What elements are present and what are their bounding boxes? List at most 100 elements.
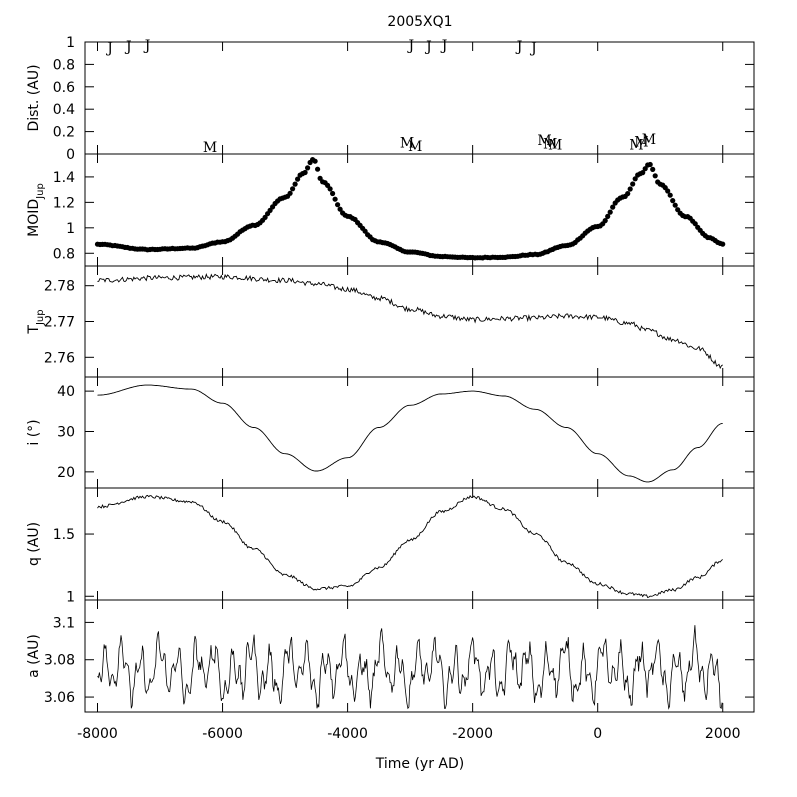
y-tick-label: 1.2 xyxy=(53,195,75,211)
moid-point xyxy=(625,191,631,197)
y-tick-label: 3.1 xyxy=(53,615,75,631)
moid-point xyxy=(290,186,296,192)
moid-point xyxy=(630,181,636,187)
y-tick-label: 1.4 xyxy=(53,170,75,186)
moid-point xyxy=(672,202,678,208)
x-axis: -8000 -6000 -4000 -2000 0 2000 xyxy=(77,726,740,742)
y-axis-label: a (AU) xyxy=(26,634,42,678)
moid-point xyxy=(292,181,298,187)
moid-point xyxy=(652,173,658,179)
moid-point xyxy=(610,204,616,210)
moid-point xyxy=(295,176,301,182)
y-axis-label: q (AU) xyxy=(26,522,42,566)
x-tick-label: 0 xyxy=(593,726,602,742)
moid-point xyxy=(602,218,608,224)
moid-point xyxy=(667,192,673,198)
panel-inc: 20 30 40 i (°) xyxy=(26,376,755,489)
moid-point xyxy=(642,166,648,172)
x-tick-label: -6000 xyxy=(202,726,243,742)
panel-frame xyxy=(84,487,755,601)
encounter-marker: M xyxy=(203,140,217,156)
y-tick-label: 1.5 xyxy=(53,527,75,543)
moid-point xyxy=(605,213,611,219)
y-tick-label: 2.78 xyxy=(44,279,75,295)
y-axis-label-subscript: Jup xyxy=(35,183,46,200)
moid-point xyxy=(665,188,671,194)
y-tick-label: 3.06 xyxy=(44,690,75,706)
moid-point xyxy=(327,186,333,192)
encounter-marker: J xyxy=(440,38,448,54)
y-tick-label: 0 xyxy=(66,147,75,163)
moid-point xyxy=(647,161,653,168)
moid-point xyxy=(650,166,656,172)
encounter-marker: M xyxy=(543,137,557,153)
y-tick-label: 1 xyxy=(66,221,75,237)
y-axis-label: MOIDJup xyxy=(26,183,46,237)
moid-point xyxy=(607,209,613,215)
encounter-marker: J xyxy=(515,39,523,55)
y-tick-label: 20 xyxy=(57,465,75,481)
moid-point xyxy=(640,170,646,176)
moid-point xyxy=(670,198,676,204)
series-line xyxy=(97,384,723,483)
y-tick-label: 0.2 xyxy=(53,125,75,141)
panel-frame xyxy=(84,265,755,378)
y-tick-label: 30 xyxy=(57,424,75,440)
moid-point xyxy=(335,202,341,208)
y-tick-label: 0.6 xyxy=(53,80,75,96)
encounter-marker: M xyxy=(400,135,414,151)
x-tick-label: -8000 xyxy=(77,726,118,742)
moid-point xyxy=(330,190,336,197)
y-axis-label-subscript: Jup xyxy=(35,309,46,326)
encounter-marker: M xyxy=(634,134,648,150)
moid-point xyxy=(312,158,318,164)
x-tick-label: -2000 xyxy=(452,726,493,742)
encounter-marker: J xyxy=(143,38,151,54)
moid-point xyxy=(305,165,311,171)
x-axis-label: Time (yr AD) xyxy=(375,756,464,772)
encounter-marker: M xyxy=(548,138,562,154)
panel-moid: 0.8 1 1.2 1.4 MOIDJup xyxy=(26,153,755,267)
moid-point xyxy=(627,186,633,192)
series-line xyxy=(97,494,723,599)
encounter-marker: M xyxy=(642,132,656,148)
encounter-marker: M xyxy=(629,138,643,154)
encounter-marker: J xyxy=(105,40,113,56)
series-line xyxy=(97,625,723,710)
y-tick-label: 2.77 xyxy=(44,315,75,331)
y-tick-label: 40 xyxy=(57,384,75,400)
panel-tjup: 2.76 2.77 2.78 TJup xyxy=(26,265,755,378)
y-axis-label: i (°) xyxy=(26,419,42,445)
y-tick-label: 0.8 xyxy=(53,246,75,262)
x-tick-label: 2000 xyxy=(705,726,741,742)
panel-q: 1 1.5 q (AU) xyxy=(26,487,755,605)
encounter-marker: J xyxy=(424,39,432,55)
panel-a: 3.06 3.08 3.1 a (AU) xyxy=(26,599,755,713)
y-tick-label: 1 xyxy=(66,589,75,605)
x-tick-label: -4000 xyxy=(327,726,368,742)
moid-point xyxy=(632,176,638,182)
encounter-marker: J xyxy=(124,39,132,55)
y-tick-label: 0.8 xyxy=(53,57,75,73)
panel-frame xyxy=(84,599,755,713)
moid-point xyxy=(302,169,308,176)
chart-title: 2005XQ1 xyxy=(387,14,452,30)
moid-point xyxy=(332,196,338,202)
y-tick-label: 2.76 xyxy=(44,350,75,366)
moid-point xyxy=(315,166,321,172)
y-tick-label: 3.08 xyxy=(44,653,75,669)
moid-point xyxy=(262,214,268,220)
y-axis-label: TJup xyxy=(26,309,46,334)
panel-frame xyxy=(84,376,755,489)
moid-point xyxy=(720,241,726,247)
encounter-marker: J xyxy=(407,38,415,54)
encounter-marker: M xyxy=(537,133,551,149)
y-tick-label: 0.4 xyxy=(53,102,75,118)
series-line xyxy=(97,273,723,370)
encounter-marker: J xyxy=(529,40,537,56)
encounter-marker: M xyxy=(408,139,422,155)
y-tick-label: 1 xyxy=(66,35,75,51)
